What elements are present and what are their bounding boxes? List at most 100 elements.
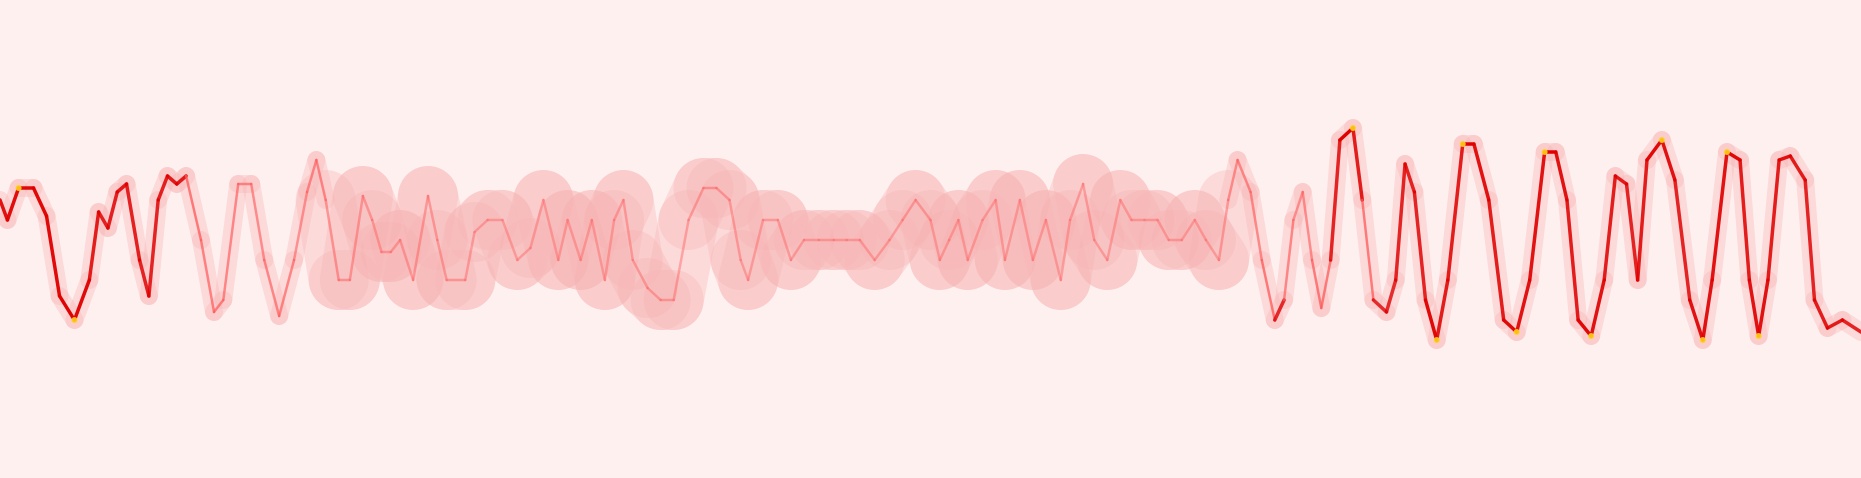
trace-segment	[5, 186, 21, 222]
trace-glow-segment	[561, 190, 635, 310]
trace-glow-segment	[487, 218, 561, 290]
trace-segment	[1093, 238, 1109, 262]
trace-segment	[398, 238, 415, 282]
trace-segment	[1747, 278, 1761, 338]
trace-glow-segment	[1090, 170, 1162, 250]
trace-segment	[1777, 154, 1793, 162]
trace-segment	[1361, 198, 1375, 302]
trace-glow-segment	[332, 166, 403, 250]
trace-peak-point	[1588, 333, 1595, 339]
trace-segment	[1788, 154, 1807, 182]
trace-segment	[746, 218, 765, 282]
trace-glow-segment	[1030, 190, 1101, 310]
trace-peak-point	[1541, 149, 1548, 155]
trace-segment	[315, 158, 327, 202]
trace-glow-segment	[760, 210, 834, 290]
trace-segment	[789, 238, 806, 262]
trace-segment	[739, 258, 750, 282]
trace-glow-segment	[513, 170, 589, 290]
trace-segment	[1193, 218, 1208, 242]
trace-glow-segment	[718, 190, 794, 310]
trace-glow-segment	[900, 190, 970, 290]
trace-segment	[464, 230, 476, 282]
trace-segment	[1766, 158, 1781, 282]
trace-peak-point	[1724, 149, 1731, 155]
trace-segment	[1738, 158, 1752, 282]
trace-segment	[1180, 218, 1197, 242]
trace-segment	[1403, 162, 1417, 194]
trace-segment	[994, 198, 1007, 262]
trace-segment	[612, 198, 625, 222]
trace-segment	[938, 238, 951, 262]
trace-segment	[1514, 278, 1532, 334]
trace-glow-segment	[617, 258, 691, 330]
trace-glow-segment	[989, 170, 1063, 290]
trace-glow-segment	[1040, 154, 1114, 250]
trace-segment	[249, 182, 266, 262]
trace-glow-segment	[398, 166, 468, 270]
trace-segment	[1710, 150, 1729, 282]
trace-peak-point	[15, 185, 22, 191]
trace-segment	[147, 198, 160, 298]
trace-segment	[603, 218, 616, 282]
trace-segment	[1273, 298, 1286, 322]
trace-glow-segment	[710, 230, 779, 310]
trace-segment	[1384, 278, 1398, 314]
trace-glow-segment	[1053, 154, 1125, 270]
trace-segment	[1565, 198, 1580, 322]
trace-glow-segment	[643, 190, 719, 330]
trace-segment	[776, 218, 793, 262]
trace-segment	[305, 158, 318, 194]
trace-segment	[361, 194, 374, 222]
trace-segment	[687, 186, 705, 222]
trace-segment	[1044, 218, 1063, 282]
trace-glow-segment	[872, 170, 946, 250]
trace-segment	[0, 198, 10, 222]
trace-glow-segment	[974, 170, 1050, 290]
trace-segment	[389, 238, 402, 254]
trace-segment	[858, 238, 876, 262]
trace-segment	[87, 210, 101, 282]
trace-segment	[1446, 142, 1465, 282]
trace-glow-segment	[937, 190, 1013, 290]
trace-glow-segment	[319, 166, 393, 310]
trace-segment	[1059, 218, 1072, 282]
trace-peak-layer	[15, 125, 1762, 343]
trace-segment	[473, 218, 489, 234]
trace-segment	[1624, 182, 1640, 282]
trace-glow-segment	[909, 210, 980, 290]
trace-segment	[1260, 258, 1277, 322]
trace-glow-segment	[699, 170, 771, 290]
trace-segment	[542, 198, 560, 262]
trace-segment	[1018, 198, 1035, 262]
trace-segment	[1613, 174, 1629, 186]
trace-peak-point	[1349, 125, 1356, 131]
trace-segment	[1227, 158, 1239, 202]
trace-segment	[263, 258, 281, 318]
trace-segment	[1576, 318, 1593, 338]
trace-glow-segment	[1188, 170, 1259, 290]
trace-glow-segment	[472, 190, 548, 290]
trace-segment	[966, 218, 984, 262]
trace-glow-segment	[342, 190, 412, 282]
trace-segment	[1394, 162, 1407, 282]
trace-glow-segment	[859, 190, 933, 270]
trace-peak-point	[1658, 137, 1665, 143]
trace-glow-segment	[1127, 190, 1199, 270]
trace-segment	[1068, 182, 1085, 222]
trace-segment	[1204, 238, 1221, 262]
trace-glow-segment	[1015, 190, 1091, 310]
trace-segment	[411, 194, 430, 282]
trace-segment	[1320, 258, 1332, 310]
trace-segment	[1825, 318, 1845, 330]
trace-glow-segment	[928, 190, 998, 290]
trace-segment	[1310, 258, 1323, 310]
trace-glow-segment	[444, 190, 518, 262]
trace-segment	[1351, 126, 1365, 202]
trace-segment	[622, 198, 634, 262]
trace-glow-segment	[435, 202, 505, 310]
trace-segment	[1282, 218, 1295, 302]
trace-segment	[124, 182, 142, 262]
trace-core-layer	[0, 126, 1861, 342]
